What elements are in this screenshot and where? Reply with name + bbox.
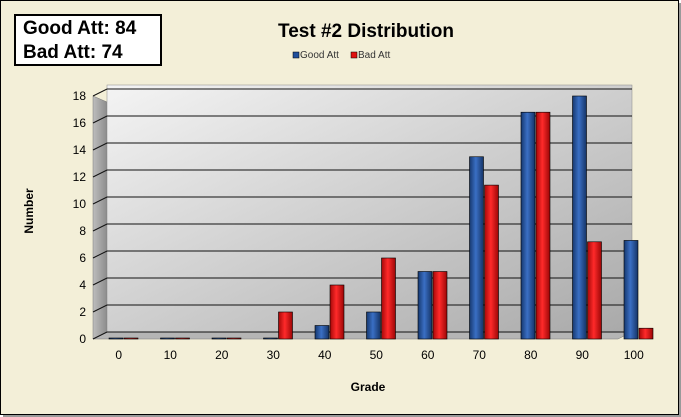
bar-good-att — [160, 337, 175, 340]
x-tick-label: 90 — [576, 348, 590, 362]
x-axis-ticks: 0 10 20 30 40 50 60 70 80 90 100 — [115, 348, 644, 362]
good-att-stat: Good Att: 84 — [23, 18, 137, 39]
plot-back-wall — [106, 84, 633, 333]
y-tick-label: 10 — [73, 197, 87, 211]
x-tick-label: 100 — [624, 348, 644, 362]
y-tick-label: 12 — [73, 170, 87, 184]
bar-bad-att — [123, 337, 139, 340]
y-tick-label: 14 — [73, 143, 87, 157]
x-tick-label: 30 — [267, 348, 281, 362]
bar-good-att — [108, 337, 124, 340]
bar-bad-att — [638, 327, 654, 340]
y-tick-label: 4 — [79, 278, 86, 292]
legend: Good Att Bad Att — [292, 50, 390, 61]
gridline — [92, 277, 632, 286]
chart-title: Test #2 Distribution — [278, 21, 454, 42]
y-tick-label: 2 — [79, 305, 86, 319]
bars — [108, 95, 654, 340]
bar-bad-att — [226, 337, 242, 340]
bar-good-att — [623, 240, 639, 340]
y-axis-label: Number — [22, 188, 36, 234]
bar-bad-att — [432, 271, 448, 340]
bar-good-att — [263, 337, 278, 340]
x-tick-label: 60 — [421, 348, 435, 362]
legend-label-good: Good Att — [300, 50, 339, 61]
plot-side-wall — [92, 95, 108, 340]
bar-good-att — [366, 311, 381, 340]
legend-swatch-good — [292, 51, 300, 59]
bar-good-att — [211, 337, 227, 340]
gridline — [92, 250, 632, 259]
bar-good-att — [314, 325, 330, 340]
x-tick-label: 70 — [473, 348, 487, 362]
bar-bad-att — [329, 284, 345, 340]
x-tick-label: 40 — [318, 348, 332, 362]
gridline — [92, 142, 632, 151]
gridline — [92, 331, 632, 340]
gridline — [92, 88, 632, 97]
gridline — [92, 169, 632, 178]
bar-bad-att — [278, 311, 293, 340]
y-tick-label: 8 — [79, 224, 86, 238]
bar-good-att — [417, 271, 433, 340]
gridlines — [92, 88, 632, 340]
bad-att-stat: Bad Att: 74 — [23, 42, 123, 63]
gridline — [92, 115, 632, 124]
legend-label-bad: Bad Att — [358, 50, 390, 61]
y-tick-label: 6 — [79, 251, 86, 265]
bar-bad-att — [381, 257, 396, 340]
attendance-stats-box: Good Att: 84 Bad Att: 74 — [14, 14, 162, 66]
x-tick-label: 50 — [370, 348, 384, 362]
y-tick-label: 0 — [79, 332, 86, 346]
gridline — [92, 196, 632, 205]
bar-good-att — [520, 111, 536, 340]
x-tick-label: 80 — [524, 348, 538, 362]
legend-swatch-bad — [350, 51, 358, 59]
gridline — [92, 223, 632, 232]
bar-bad-att — [175, 337, 190, 340]
gridline — [92, 304, 632, 313]
x-tick-label: 10 — [164, 348, 178, 362]
bar-bad-att — [587, 241, 602, 340]
x-tick-label: 0 — [115, 348, 122, 362]
y-tick-label: 16 — [73, 116, 87, 130]
x-axis-label: Grade — [351, 380, 386, 394]
bar-bad-att — [535, 111, 551, 340]
x-tick-label: 20 — [215, 348, 229, 362]
bar-good-att — [572, 95, 587, 340]
bar-good-att — [469, 156, 484, 340]
bar-bad-att — [484, 184, 499, 340]
y-tick-label: 18 — [73, 89, 87, 103]
y-axis-ticks: 0 2 4 6 8 10 12 14 16 18 — [73, 89, 87, 346]
